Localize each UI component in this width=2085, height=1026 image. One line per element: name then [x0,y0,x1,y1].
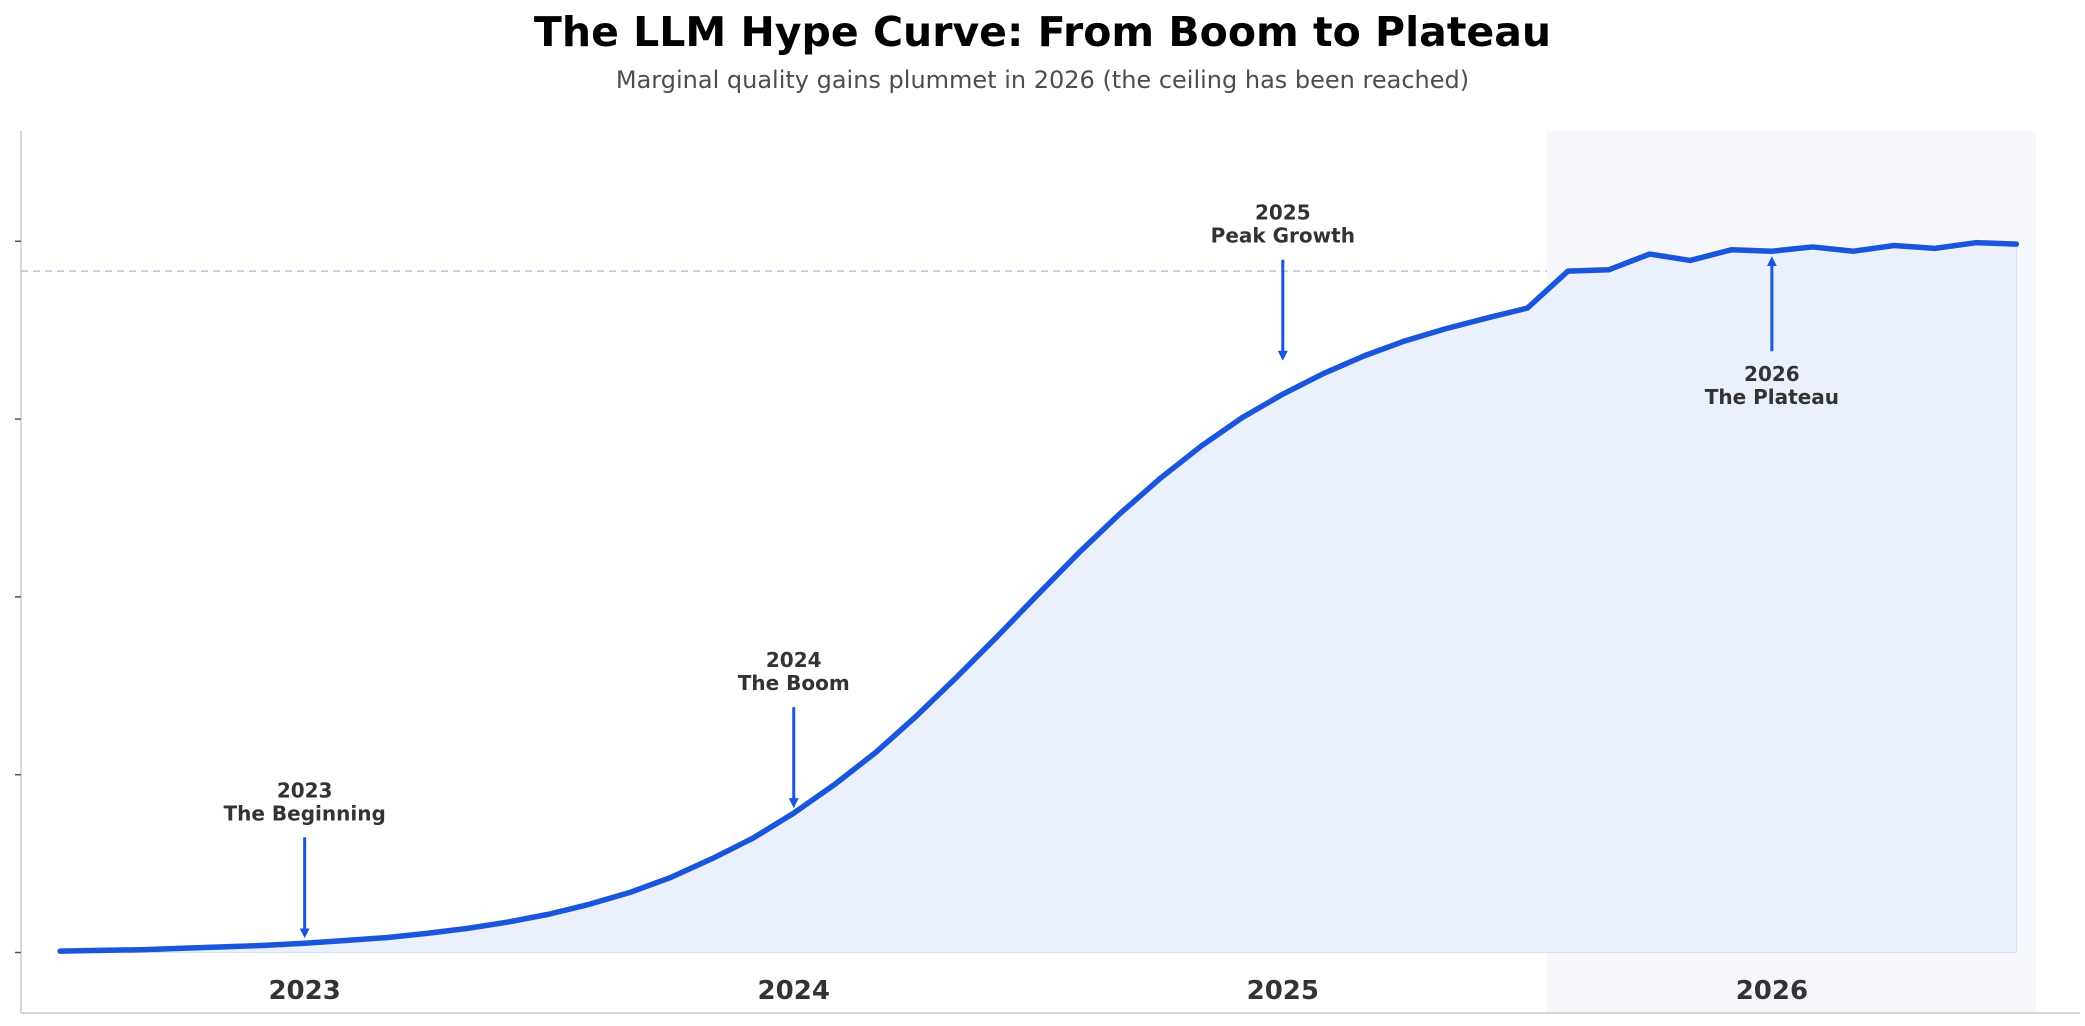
annotation-year: 2024 [766,648,822,672]
chart-subtitle: Marginal quality gains plummet in 2026 (… [615,66,1470,94]
annotation-label: The Boom [738,671,850,695]
x-tick-label: 2023 [268,976,340,1006]
annotation-year: 2025 [1255,201,1311,225]
annotation-label: The Beginning [224,801,386,825]
series-line-layer [57,239,2020,954]
x-tick-labels: 2023 2024 2025 2026 [268,976,1808,1006]
x-tick-label: 2025 [1247,976,1319,1006]
annotation-label: The Plateau [1705,385,1839,409]
annotation-label: Peak Growth [1211,224,1355,248]
x-tick-label: 2026 [1736,976,1808,1006]
annotation-year: 2026 [1744,362,1800,386]
annotation-year: 2023 [277,778,333,802]
chart-title: The LLM Hype Curve: From Boom to Plateau [533,8,1552,56]
axes-layer [15,131,2080,1014]
x-tick-label: 2024 [758,976,830,1006]
series-line [57,239,2020,954]
